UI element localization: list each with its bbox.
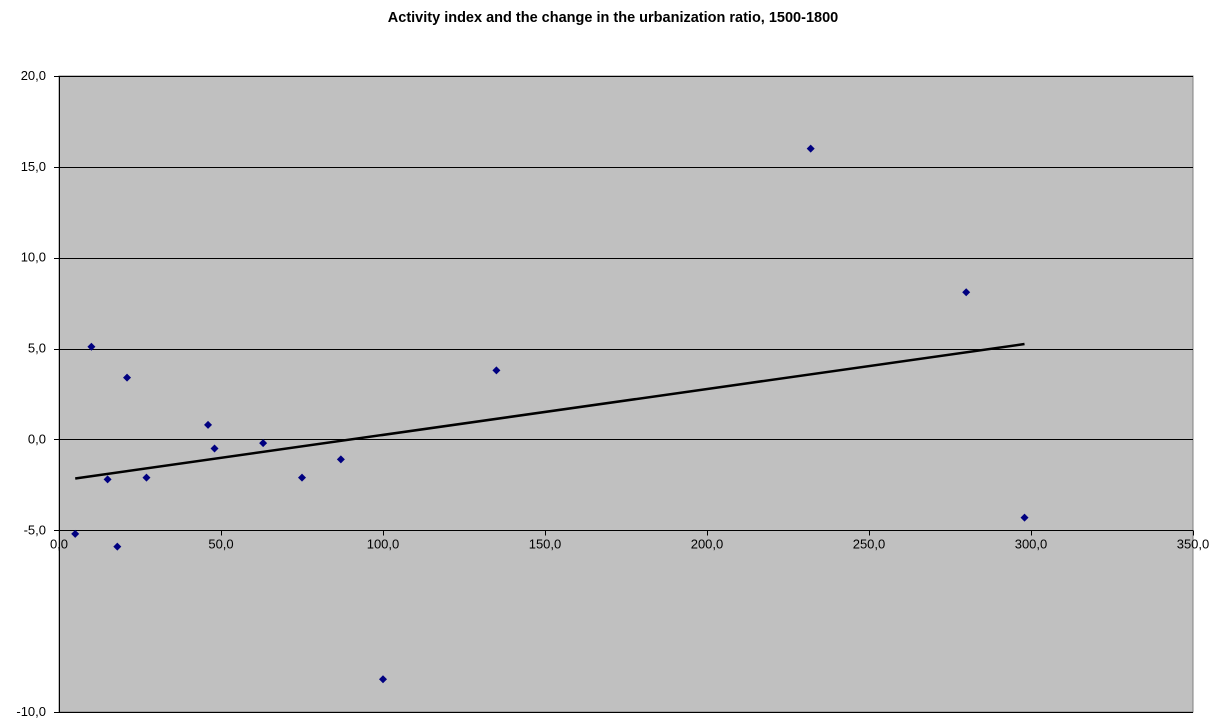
y-tick-label: 20,0 xyxy=(21,68,46,83)
x-tick-label: 50,0 xyxy=(208,537,233,552)
data-point xyxy=(210,444,219,453)
data-point xyxy=(87,342,96,351)
x-tick-label: 300,0 xyxy=(1015,537,1048,552)
data-point xyxy=(259,439,268,448)
y-tick-label: -10,0 xyxy=(16,704,46,719)
trendline xyxy=(75,342,1025,480)
x-tick-label: 350,0 xyxy=(1177,537,1210,552)
data-point xyxy=(113,542,122,551)
data-point xyxy=(71,529,80,538)
y-tick-label: 10,0 xyxy=(21,250,46,265)
data-point xyxy=(1020,513,1029,522)
data-point xyxy=(204,420,213,429)
x-tick-label: 250,0 xyxy=(853,537,886,552)
data-point xyxy=(298,473,306,482)
data-point xyxy=(336,455,345,464)
y-tick-label: 5,0 xyxy=(28,341,46,356)
x-tick-label: 100,0 xyxy=(367,537,400,552)
data-point xyxy=(379,675,387,684)
y-tick-label: -5,0 xyxy=(24,522,46,537)
data-point xyxy=(123,373,132,382)
x-tick-label: 200,0 xyxy=(691,537,724,552)
data-point xyxy=(492,366,501,375)
plot-area xyxy=(58,75,1194,713)
chart-title: Activity index and the change in the urb… xyxy=(388,10,838,26)
y-tick-label: 15,0 xyxy=(21,159,46,174)
axes xyxy=(54,76,1194,713)
x-tick-label: 0,0 xyxy=(50,537,68,552)
x-tick-label: 150,0 xyxy=(529,537,562,552)
y-axis-tick-labels: -10,0 -5,0 0,0 5,0 10,0 15,0 20,0 xyxy=(16,68,46,719)
trendline-group xyxy=(75,342,1025,480)
y-tick-label: 0,0 xyxy=(28,431,46,446)
data-point xyxy=(142,473,151,482)
x-axis-tick-labels: 0,0 50,0 100,0 150,0 200,0 250,0 300,0 350,0 xyxy=(50,537,1209,552)
data-point xyxy=(962,288,971,297)
data-point xyxy=(103,475,112,484)
data-points xyxy=(71,144,1029,684)
data-point xyxy=(806,144,815,153)
